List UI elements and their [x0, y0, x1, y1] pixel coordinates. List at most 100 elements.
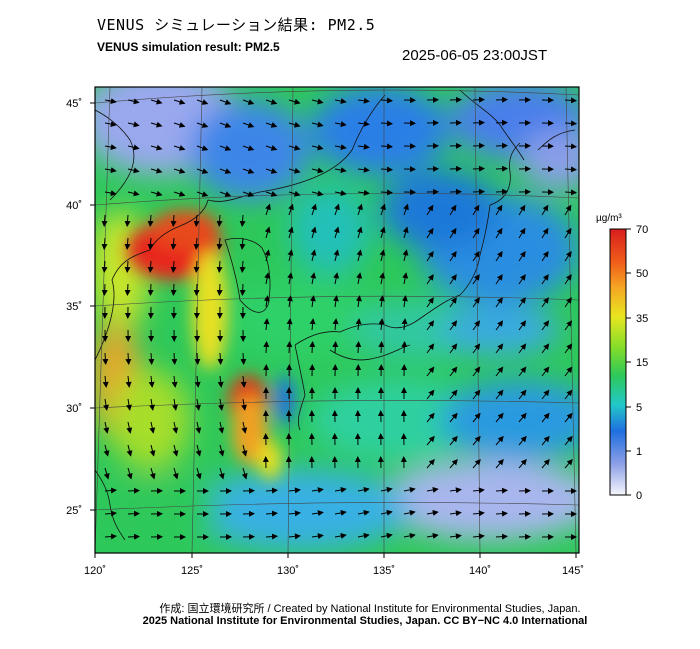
wind-arrow	[264, 226, 271, 239]
wind-arrow	[171, 375, 178, 388]
wind-arrow	[309, 341, 316, 354]
wind-arrow	[149, 421, 156, 434]
wind-arrow	[311, 190, 324, 197]
lon-label-130: 130˚	[277, 565, 299, 577]
wind-arrow	[310, 249, 317, 262]
wind-arrow	[104, 144, 117, 150]
wind-arrow	[449, 458, 458, 469]
wind-arrow	[334, 203, 340, 216]
wind-arrow	[357, 532, 370, 539]
wind-arrow	[449, 487, 462, 494]
wind-arrow	[125, 352, 132, 365]
latitude-labels: 25˚ 30˚ 35˚ 40˚ 45˚	[66, 98, 82, 517]
wind-arrow	[102, 352, 109, 365]
axis-ticks	[90, 102, 577, 558]
wind-arrow	[402, 272, 409, 285]
footer-license: 2025 National Institute for Environmenta…	[142, 615, 588, 627]
wind-arrow	[127, 533, 140, 540]
forecast-timestamp: 2025-06-05 23:00JST	[402, 47, 548, 64]
colorbar-label-1: 1	[636, 446, 642, 458]
wind-arrow	[426, 533, 439, 539]
wind-arrow	[495, 165, 508, 172]
wind-arrow	[170, 283, 177, 296]
wind-arrow	[240, 375, 247, 388]
wind-arrow	[265, 203, 271, 216]
wind-arrow	[518, 204, 526, 216]
wind-arrow	[127, 510, 140, 517]
wind-arrow	[288, 190, 301, 197]
wind-arrow	[150, 98, 163, 105]
wind-arrow	[127, 190, 140, 197]
wind-arrow	[401, 318, 408, 331]
wind-arrow	[541, 274, 549, 285]
wind-arrow	[148, 352, 155, 365]
wind-arrow	[378, 295, 385, 308]
wind-arrow	[287, 272, 294, 285]
wind-arrow	[150, 144, 163, 151]
wind-arrow	[379, 272, 386, 285]
wind-arrow	[103, 467, 110, 480]
wind-arrow	[148, 375, 155, 388]
wind-arrow	[173, 168, 186, 174]
wind-arrow	[103, 398, 109, 411]
lat-label-30: 30˚	[66, 403, 82, 415]
wind-arrow	[426, 510, 439, 516]
wind-arrow	[173, 191, 186, 197]
wind-arrow	[310, 226, 317, 239]
wind-arrow	[332, 295, 339, 308]
wind-arrow	[449, 274, 457, 285]
wind-arrow	[380, 166, 393, 173]
wind-arrow	[426, 343, 435, 354]
wind-arrow	[334, 121, 347, 128]
wind-arrow	[102, 375, 109, 388]
wind-arrow	[355, 295, 362, 308]
wind-arrow	[195, 421, 202, 434]
wind-arrow	[193, 260, 200, 273]
wind-arrow	[217, 375, 224, 388]
wind-arrow	[379, 249, 386, 262]
pm25-map: 120˚ 125˚ 130˚ 135˚ 140˚ 145˚ 25˚ 30˚ 35…	[66, 86, 648, 577]
wind-arrow	[333, 249, 340, 262]
wind-arrow	[173, 145, 186, 151]
footer-credit: 作成: 国立環境研究所 / Created by National Instit…	[159, 603, 581, 615]
wind-arrow	[449, 320, 458, 331]
wind-arrow	[219, 168, 232, 174]
wind-arrow	[311, 203, 317, 216]
wind-arrow	[357, 120, 370, 127]
wind-arrow	[403, 486, 416, 493]
wind-arrow	[334, 98, 347, 105]
wind-arrow	[564, 204, 572, 216]
wind-arrow	[472, 274, 480, 285]
wind-arrow	[173, 99, 186, 105]
wind-arrow	[564, 250, 572, 262]
wind-arrow	[216, 237, 223, 250]
wind-arrow	[332, 318, 339, 331]
wind-arrow	[288, 533, 301, 540]
wind-arrow	[472, 412, 481, 423]
wind-arrow	[357, 486, 370, 493]
colorbar-label-50: 50	[636, 268, 648, 280]
wind-arrow	[403, 203, 409, 216]
wind-arrow	[402, 249, 409, 262]
wind-arrow	[104, 98, 117, 104]
wind-arrow	[218, 444, 225, 457]
wind-arrow	[219, 145, 232, 151]
wind-arrow	[518, 412, 527, 423]
wind-arrow	[242, 168, 255, 174]
wind-arrow	[193, 237, 200, 250]
wind-arrow	[310, 272, 317, 285]
wind-arrow	[472, 533, 485, 540]
wind-arrow	[287, 226, 294, 239]
wind-arrow	[311, 487, 324, 494]
wind-arrow	[541, 435, 550, 446]
wind-arrow	[541, 389, 550, 400]
wind-arrow	[541, 458, 550, 469]
wind-arrow	[541, 366, 550, 377]
coastlines	[95, 89, 576, 541]
wind-arrow	[265, 145, 278, 151]
wind-arrow	[103, 444, 110, 457]
concentration-field	[95, 87, 579, 553]
lat-label-25: 25˚	[66, 505, 82, 517]
wind-arrow	[104, 190, 117, 196]
wind-arrow	[125, 375, 132, 388]
